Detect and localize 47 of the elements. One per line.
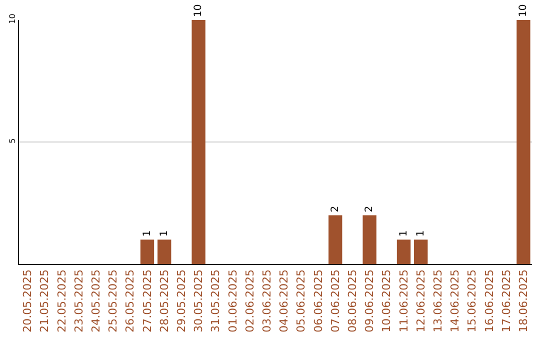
bar [328, 215, 342, 264]
x-tick-label: 05.06.2025 [294, 269, 308, 332]
x-tick-label: 16.06.2025 [482, 269, 496, 332]
x-tick-label: 03.06.2025 [260, 269, 274, 332]
x-tick-label: 10.06.2025 [380, 269, 394, 332]
x-tick-label: 06.06.2025 [312, 269, 325, 332]
x-tick-label: 13.06.2025 [432, 269, 445, 332]
data-label: 1 [398, 230, 410, 237]
x-tick-label: 31.05.2025 [209, 269, 222, 332]
x-tick-label: 24.05.2025 [90, 269, 103, 332]
x-tick-label: 23.05.2025 [72, 269, 86, 332]
bar [362, 215, 376, 264]
data-label: 1 [415, 230, 426, 237]
x-tick-label: 22.05.2025 [55, 269, 68, 332]
x-tick-label: 07.06.2025 [328, 269, 342, 332]
data-label: 10 [193, 4, 204, 17]
x-tick-label: 27.05.2025 [140, 269, 154, 332]
x-tick-label: 01.06.2025 [226, 269, 240, 332]
bar [158, 240, 172, 264]
x-tick-label: 25.05.2025 [106, 269, 120, 332]
y-tick-label: 5 [8, 138, 17, 144]
x-tick-label: 11.06.2025 [397, 269, 410, 332]
x-tick-label: 20.05.2025 [21, 269, 34, 332]
x-tick-label: 18.06.2025 [517, 269, 530, 332]
bar [414, 240, 428, 264]
x-tick-label: 08.06.2025 [346, 269, 360, 332]
bar [192, 20, 206, 264]
data-label: 1 [142, 230, 153, 237]
x-tick-label: 15.06.2025 [466, 269, 479, 332]
x-tick-label: 21.05.2025 [38, 269, 52, 332]
x-tick-label: 14.06.2025 [448, 269, 462, 332]
x-tick-label: 30.05.2025 [192, 269, 206, 332]
data-label: 2 [364, 206, 376, 212]
data-label: 10 [518, 4, 529, 17]
bar [396, 240, 411, 264]
bar [516, 20, 530, 264]
data-label: 2 [330, 206, 341, 212]
x-tick-label: 02.06.2025 [243, 269, 256, 332]
x-tick-label: 04.06.2025 [278, 269, 291, 332]
x-tick-label: 12.06.2025 [414, 269, 428, 332]
x-tick-label: 17.06.2025 [500, 269, 513, 332]
bar [140, 240, 154, 264]
x-tick-label: 29.05.2025 [175, 269, 188, 332]
data-label: 1 [158, 230, 170, 237]
x-tick-label: 09.06.2025 [363, 269, 376, 332]
x-tick-label: 26.05.2025 [124, 269, 137, 332]
x-tick-label: 28.05.2025 [158, 269, 171, 332]
